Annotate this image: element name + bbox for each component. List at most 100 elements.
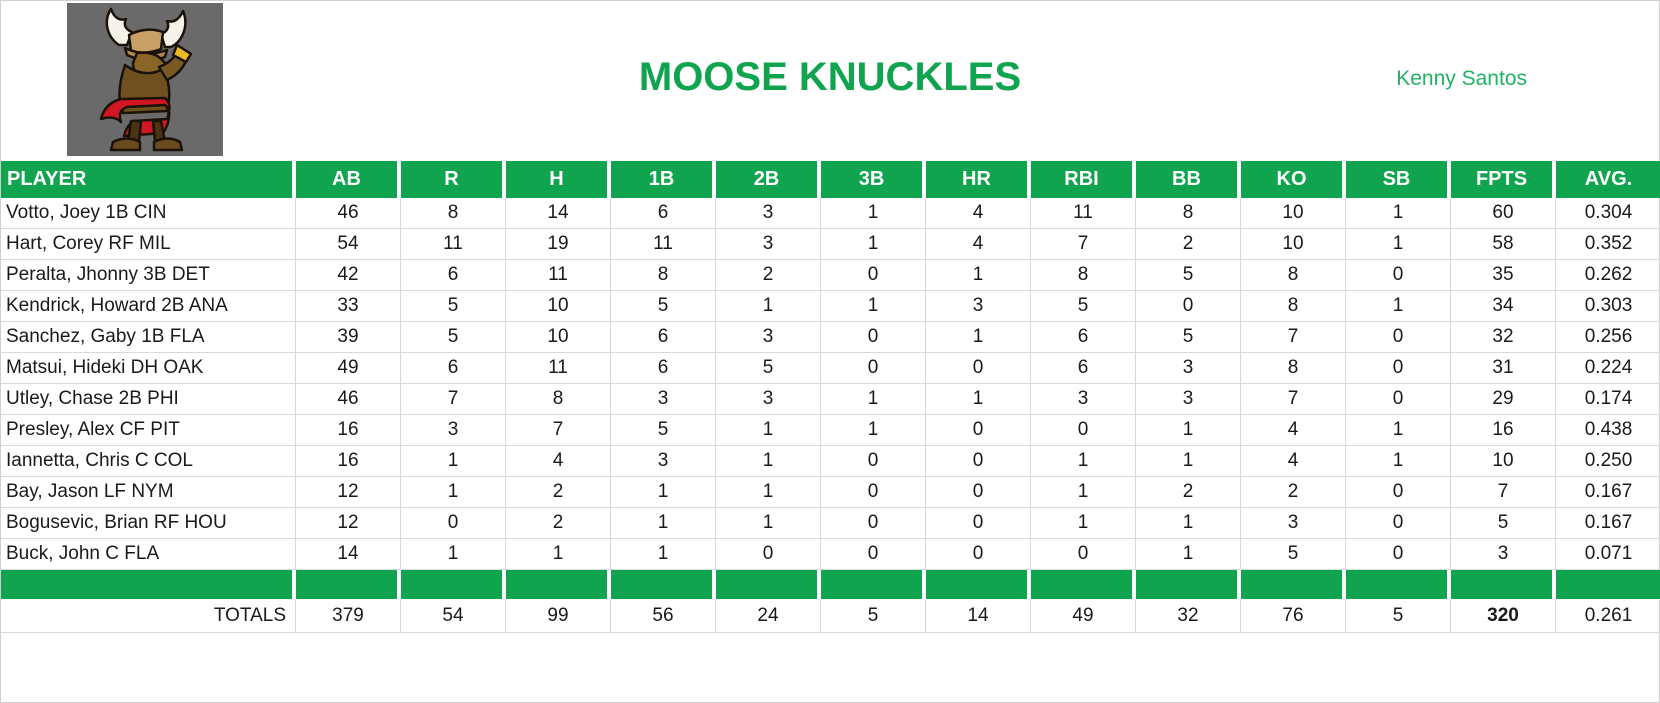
- separator-row: [1, 570, 1660, 600]
- separator-cell: [1556, 570, 1660, 600]
- stat-cell: 10: [1241, 198, 1346, 229]
- stat-cell: 46: [296, 384, 401, 415]
- separator-cell: [506, 570, 611, 600]
- stat-cell: 1: [1346, 446, 1451, 477]
- stat-cell: 3: [716, 322, 821, 353]
- stat-cell: 1: [1346, 229, 1451, 260]
- stat-cell: 0: [821, 322, 926, 353]
- stat-cell: 7: [506, 415, 611, 446]
- stat-cell: 10: [1451, 446, 1556, 477]
- stat-cell: 11: [611, 229, 716, 260]
- stat-cell: 4: [926, 229, 1031, 260]
- stat-cell: 0: [926, 353, 1031, 384]
- stat-cell: 5: [1136, 322, 1241, 353]
- stat-cell: 0: [1136, 291, 1241, 322]
- stat-cell: 7: [401, 384, 506, 415]
- stat-cell: 0.438: [1556, 415, 1660, 446]
- stat-cell: 3: [1031, 384, 1136, 415]
- player-name-cell: Presley, Alex CF PIT: [1, 415, 296, 446]
- stat-cell: 8: [1136, 198, 1241, 229]
- stat-cell: 7: [1031, 229, 1136, 260]
- stat-cell: 1: [716, 446, 821, 477]
- stat-cell: 49: [296, 353, 401, 384]
- separator-cell: [401, 570, 506, 600]
- stat-cell: 33: [296, 291, 401, 322]
- stat-cell: 3: [716, 229, 821, 260]
- column-header-player: PLAYER: [1, 161, 296, 198]
- stat-cell: 0: [1346, 477, 1451, 508]
- stat-cell: 6: [611, 322, 716, 353]
- team-banner: MOOSE KNUCKLES Kenny Santos: [1, 1, 1659, 161]
- stat-cell: 3: [716, 198, 821, 229]
- separator-cell: [1451, 570, 1556, 600]
- player-name-cell: Kendrick, Howard 2B ANA: [1, 291, 296, 322]
- stat-cell: 0.256: [1556, 322, 1660, 353]
- separator-cell: [1346, 570, 1451, 600]
- separator-cell: [1031, 570, 1136, 600]
- stat-cell: 10: [506, 291, 611, 322]
- stat-cell: 1: [926, 260, 1031, 291]
- stat-cell: 3: [1241, 508, 1346, 539]
- totals-stat-cell: 320: [1451, 600, 1556, 633]
- table-row: Utley, Chase 2B PHI 46 7 8 3 3 1 1 3 3 7 0 29 0.174: [1, 384, 1660, 415]
- stat-cell: 1: [1031, 477, 1136, 508]
- stat-cell: 16: [296, 446, 401, 477]
- column-header-3b: 3B: [821, 161, 926, 198]
- stat-cell: 5: [401, 322, 506, 353]
- stat-cell: 0: [716, 539, 821, 570]
- stat-cell: 4: [926, 198, 1031, 229]
- totals-stat-cell: 54: [401, 600, 506, 633]
- stat-cell: 10: [506, 322, 611, 353]
- stat-cell: 0: [821, 508, 926, 539]
- stat-cell: 1: [1031, 508, 1136, 539]
- player-name-cell: Votto, Joey 1B CIN: [1, 198, 296, 229]
- stat-cell: 58: [1451, 229, 1556, 260]
- totals-row: TOTALS 379 54 99 56 24 5 14 49 32 76 5 320 0.261: [1, 600, 1660, 633]
- stat-cell: 2: [1241, 477, 1346, 508]
- stat-cell: 5: [1241, 539, 1346, 570]
- stat-cell: 8: [1031, 260, 1136, 291]
- stat-cell: 1: [926, 322, 1031, 353]
- player-name-cell: Iannetta, Chris C COL: [1, 446, 296, 477]
- totals-stat-cell: 99: [506, 600, 611, 633]
- column-header-sb: SB: [1346, 161, 1451, 198]
- stat-cell: 1: [821, 229, 926, 260]
- stat-cell: 0: [821, 446, 926, 477]
- stat-cell: 12: [296, 477, 401, 508]
- totals-stat-cell: 32: [1136, 600, 1241, 633]
- stat-cell: 1: [1136, 508, 1241, 539]
- stat-cell: 0.174: [1556, 384, 1660, 415]
- stat-cell: 16: [1451, 415, 1556, 446]
- stat-cell: 6: [1031, 353, 1136, 384]
- totals-stat-cell: 14: [926, 600, 1031, 633]
- stat-cell: 1: [1136, 539, 1241, 570]
- header-row: PLAYER AB R H 1B 2B 3B HR RBI BB KO SB FPTS AVG.: [1, 161, 1660, 198]
- stat-cell: 5: [1136, 260, 1241, 291]
- stat-cell: 3: [926, 291, 1031, 322]
- stat-cell: 0.167: [1556, 508, 1660, 539]
- player-name-cell: Bogusevic, Brian RF HOU: [1, 508, 296, 539]
- stat-cell: 2: [506, 508, 611, 539]
- separator-cell: [1, 570, 296, 600]
- stat-cell: 2: [1136, 229, 1241, 260]
- stat-cell: 0: [401, 508, 506, 539]
- stat-cell: 3: [1451, 539, 1556, 570]
- separator-cell: [296, 570, 401, 600]
- stat-cell: 1: [926, 384, 1031, 415]
- table-row: Peralta, Jhonny 3B DET 42 6 11 8 2 0 1 8 5 8 0 35 0.2…: [1, 260, 1660, 291]
- column-header-hr: HR: [926, 161, 1031, 198]
- stat-cell: 1: [821, 198, 926, 229]
- stat-cell: 1: [401, 477, 506, 508]
- stat-cell: 11: [506, 353, 611, 384]
- totals-stat-cell: 5: [1346, 600, 1451, 633]
- stat-cell: 14: [296, 539, 401, 570]
- stat-cell: 5: [611, 415, 716, 446]
- stat-cell: 0.262: [1556, 260, 1660, 291]
- table-row: Hart, Corey RF MIL 54 11 19 11 3 1 4 7 2 10 1 58 0.35…: [1, 229, 1660, 260]
- stat-cell: 5: [611, 291, 716, 322]
- column-header-bb: BB: [1136, 161, 1241, 198]
- stat-cell: 0.167: [1556, 477, 1660, 508]
- totals-stat-cell: 0.261: [1556, 600, 1660, 633]
- column-header-2b: 2B: [716, 161, 821, 198]
- stat-cell: 0: [1346, 322, 1451, 353]
